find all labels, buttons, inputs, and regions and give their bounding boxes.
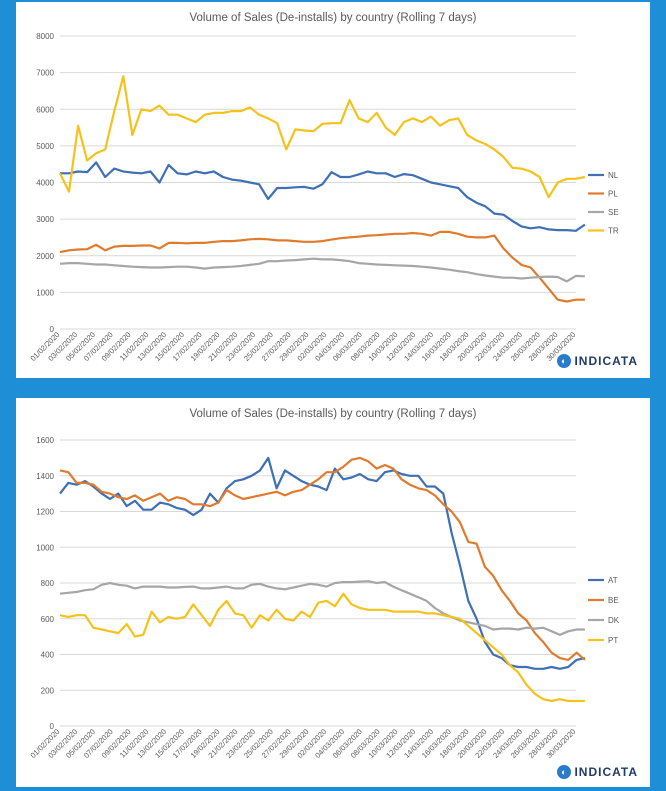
series-line-at (59, 456, 586, 670)
series-line-tr (59, 75, 586, 199)
y-tick-label: 800 (41, 579, 55, 588)
series-line-be (59, 456, 586, 661)
y-tick-label: 0 (50, 325, 55, 334)
legend-label-be: BE (608, 596, 619, 605)
y-tick-label: 1000 (36, 288, 54, 297)
logo-text: INDICATA (574, 354, 638, 368)
legend-label-se: SE (608, 208, 619, 217)
indicata-logo: ◐ INDICATA (557, 354, 638, 368)
series-line-pl (59, 230, 585, 303)
legend-label-tr: TR (608, 227, 619, 236)
series-line-nl (60, 161, 586, 232)
legend-label-nl: NL (608, 171, 619, 180)
y-tick-label: 200 (41, 686, 55, 695)
y-tick-label: 2000 (36, 252, 54, 261)
series-line-pt (59, 592, 585, 703)
y-tick-label: 1400 (36, 472, 54, 481)
legend-label-pl: PL (608, 190, 618, 199)
indicata-logo: ◐ INDICATA (557, 765, 638, 779)
y-tick-label: 0 (50, 722, 55, 731)
y-tick-label: 1600 (36, 436, 54, 445)
logo-text: INDICATA (574, 765, 638, 779)
y-tick-label: 3000 (36, 215, 54, 224)
y-tick-label: 400 (41, 651, 55, 660)
series-line-dk (59, 580, 585, 636)
chart-panel-top: Volume of Sales (De-installs) by country… (16, 2, 650, 378)
line-chart-top: 01000200030004000500060007000800001/02/2… (29, 32, 619, 363)
legend-label-at: AT (608, 576, 618, 585)
line-chart-bottom: 0200400600800100012001400160001/02/20200… (29, 436, 620, 760)
chart-panel-bottom: Volume of Sales (De-installs) by country… (16, 398, 650, 787)
legend-label-dk: DK (608, 616, 620, 625)
logo-icon: ◐ (557, 765, 572, 779)
y-tick-label: 5000 (36, 142, 54, 151)
logo-icon: ◐ (557, 354, 572, 368)
y-tick-label: 4000 (36, 179, 54, 188)
y-tick-label: 1200 (36, 508, 54, 517)
y-tick-label: 7000 (36, 69, 54, 78)
y-tick-label: 600 (41, 615, 55, 624)
y-tick-label: 6000 (36, 105, 54, 114)
series-line-se (59, 257, 585, 283)
y-tick-label: 1000 (36, 543, 54, 552)
chart-title: Volume of Sales (De-installs) by country… (189, 408, 477, 420)
y-tick-label: 8000 (36, 32, 54, 41)
legend-label-pt: PT (608, 636, 618, 645)
chart-title: Volume of Sales (De-installs) by country… (189, 12, 477, 24)
